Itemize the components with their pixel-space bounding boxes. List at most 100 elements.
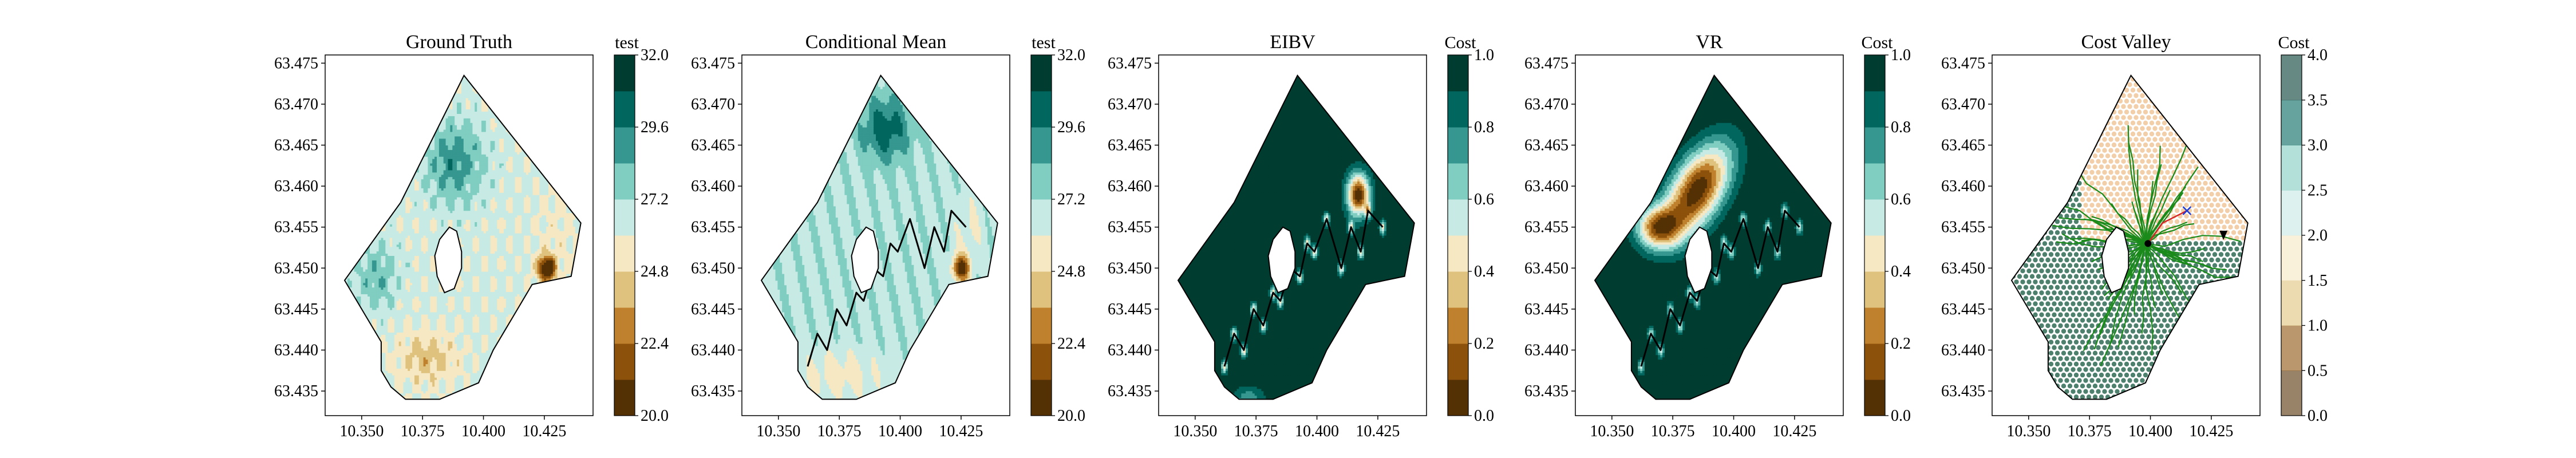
y-tick-label: 63.440 [1108,341,1152,359]
colorbar-segment [614,307,635,344]
cost-dot [2102,367,2107,372]
cost-dot [2008,60,2012,65]
cost-dot [2042,394,2047,399]
cost-dot [2165,323,2170,328]
cost-dot [2093,373,2097,377]
cost-dot [2105,66,2110,70]
cost-dot [2234,181,2239,185]
colorbar-tick-label: 0.2 [1891,335,1911,353]
cost-dot [2121,137,2125,141]
cost-dot [2203,389,2207,394]
cost-dot [2212,241,2217,246]
cost-dot [2228,247,2233,251]
cost-dot [2008,93,2012,98]
cost-dot [2071,279,2075,284]
cost-dot [2121,72,2125,76]
cost-dot [2005,208,2009,213]
cost-dot [2137,153,2142,158]
cost-dot [2055,351,2060,356]
cost-dot [2068,373,2072,377]
cost-dot [2045,301,2050,306]
cost-dot [2052,137,2056,141]
cost-dot [2064,181,2069,185]
cost-dot [2052,334,2056,339]
cost-dot [2020,279,2025,284]
panel-title: Ground Truth [406,31,512,53]
cost-dot [2099,384,2104,388]
cost-dot [2165,378,2170,382]
cost-dot [2146,148,2151,153]
cost-dot [2181,318,2186,322]
cost-dot [2168,187,2173,191]
cost-dot [2247,104,2251,109]
cost-dot [2168,362,2173,366]
cost-dot [2137,164,2142,169]
cost-dot [2253,290,2258,295]
cost-dot [2089,389,2094,394]
cost-dot [2077,104,2081,109]
y-tick-label: 63.465 [1941,137,1985,155]
cost-dot [2008,214,2012,218]
cost-dot [2257,351,2261,356]
cost-dot [2231,77,2236,81]
cost-dot [2049,329,2053,333]
cost-dot [2026,82,2031,87]
colorbar-segment [1864,91,1885,128]
cost-dot [2159,378,2163,382]
cost-dot [1995,181,2000,185]
cost-dot [2194,132,2198,136]
cost-dot [1998,394,2003,399]
cost-dot [2215,334,2220,339]
cost-dot [2033,170,2037,175]
cost-dot [2253,60,2258,65]
colorbar-segment [1448,199,1468,236]
cost-dot [2099,208,2104,213]
cost-dot [2055,318,2060,322]
cost-dot [2005,296,2009,301]
cost-dot [2077,400,2081,405]
cost-dot [2049,143,2053,147]
cost-dot [2241,290,2245,295]
cost-dot [2049,121,2053,125]
cost-dot [2071,323,2075,328]
cost-dot [2228,345,2233,350]
cost-dot [2159,301,2163,306]
cost-dot [2042,318,2047,322]
cost-dot [2150,55,2154,60]
cost-dot [2250,66,2255,70]
cost-dot [2005,219,2009,224]
cost-dot [2093,285,2097,290]
cost-dot [2200,241,2204,246]
cost-dot [2222,258,2226,262]
cost-dot [1998,143,2003,147]
y-tick-label: 63.475 [1524,54,1568,72]
cost-dot [2049,55,2053,60]
cost-dot [2102,137,2107,141]
cost-dot [2124,384,2129,388]
cost-dot [2127,82,2132,87]
cost-dot [2194,384,2198,388]
cost-dot [2096,411,2100,416]
cost-dot [2071,115,2075,120]
cost-dot [2026,159,2031,164]
cost-dot [2093,252,2097,256]
cost-dot [2257,241,2261,246]
cost-dot [2200,329,2204,333]
cost-dot [2137,351,2142,356]
cost-dot [2030,219,2034,224]
cost-dot [2250,263,2255,268]
cost-dot [2238,296,2242,301]
cost-dot [2146,356,2151,361]
cost-dot [2178,389,2182,394]
cost-dot [2212,339,2217,344]
cost-dot [2200,98,2204,103]
cost-dot [2212,88,2217,92]
cost-dot [2115,378,2119,382]
cost-dot [2146,104,2151,109]
cost-dot [2228,159,2233,164]
cost-dot [2039,214,2044,218]
cost-dot [2222,93,2226,98]
cost-dot [2112,77,2116,81]
cost-dot [2105,98,2110,103]
cost-dot [2039,115,2044,120]
